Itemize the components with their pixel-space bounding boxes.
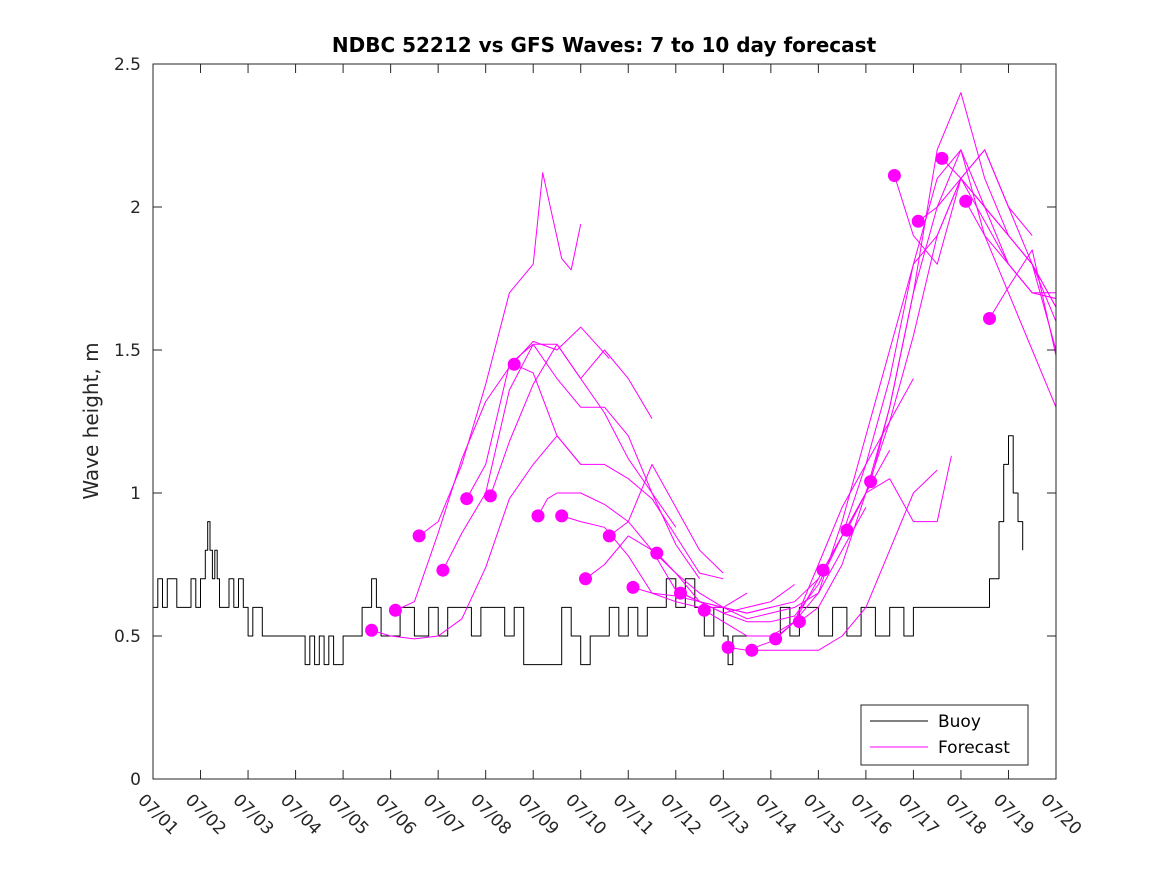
series-line-forecast-1 [371,435,582,640]
legend-box [860,704,1029,766]
forecast-start-marker [864,475,878,489]
y-tick-label: 0 [130,770,141,790]
series-line-forecast-2 [395,326,610,611]
legend-label-forecast: Forecast [938,738,1010,758]
series-line-forecast-6 [489,343,701,580]
forecast-start-marker [721,640,735,654]
legend: Buoy Forecast [860,704,1029,766]
chart-title: NDBC 52212 vs GFS Waves: 7 to 10 day for… [332,33,877,57]
series-line-forecast-8 [537,463,724,574]
forecast-start-marker [792,615,806,629]
forecast-start-marker [507,357,521,371]
series-line-forecast-27 [989,249,1056,356]
series-line-forecast-13 [656,507,867,620]
y-tick-label: 0.5 [114,627,141,647]
series-line-forecast-26 [965,201,1056,299]
forecast-start-marker [388,603,402,617]
series-line-buoy [153,435,1024,666]
axes-box [152,63,1057,780]
series-line-forecast-17 [751,469,938,651]
forecast-start-marker [959,194,973,208]
series-line-forecast-15 [704,378,914,637]
forecast-start-marker [887,169,901,182]
forecast-start-marker [412,529,426,543]
forecast-start-marker [816,563,830,577]
forecast-start-marker [840,523,854,537]
series-line-forecast-7 [513,363,724,580]
series-line-forecast-25 [941,158,1056,308]
forecast-start-marker [745,643,759,657]
forecast-start-marker [983,312,996,325]
forecast-start-marker [626,580,640,594]
forecast-start-marker [365,623,379,637]
series-line-forecast-21 [846,149,1056,531]
forecast-start-marker [436,563,450,577]
forecast-start-marker [460,492,474,506]
series-line-forecast-5 [466,343,677,528]
y-tick-label: 1 [130,484,141,504]
y-tick-label: 2.5 [114,55,141,75]
data-layer [153,92,1056,666]
forecast-start-marker [935,151,949,165]
forecast-start-marker [531,509,545,523]
forecast-start-marker [697,603,711,617]
forecast-start-marker [579,572,592,586]
forecast-start-marker [602,529,616,543]
forecast-start-marker [650,546,664,560]
series-line-forecast-4 [442,343,653,571]
forecast-start-marker [483,489,497,503]
plot-area [153,64,1056,779]
forecast-start-marker [555,509,569,523]
legend-label-buoy: Buoy [938,712,981,732]
series-line-forecast-20 [822,149,1056,571]
forecast-start-marker [911,214,925,228]
forecast-start-marker [769,632,783,646]
y-axis-label: Wave height, m [79,342,103,499]
forecast-start-marker [674,586,687,600]
series-group [153,92,1056,666]
y-tick-label: 1.5 [114,341,141,361]
y-tick-label: 2 [130,198,141,218]
series-line-forecast-3 [418,172,582,537]
